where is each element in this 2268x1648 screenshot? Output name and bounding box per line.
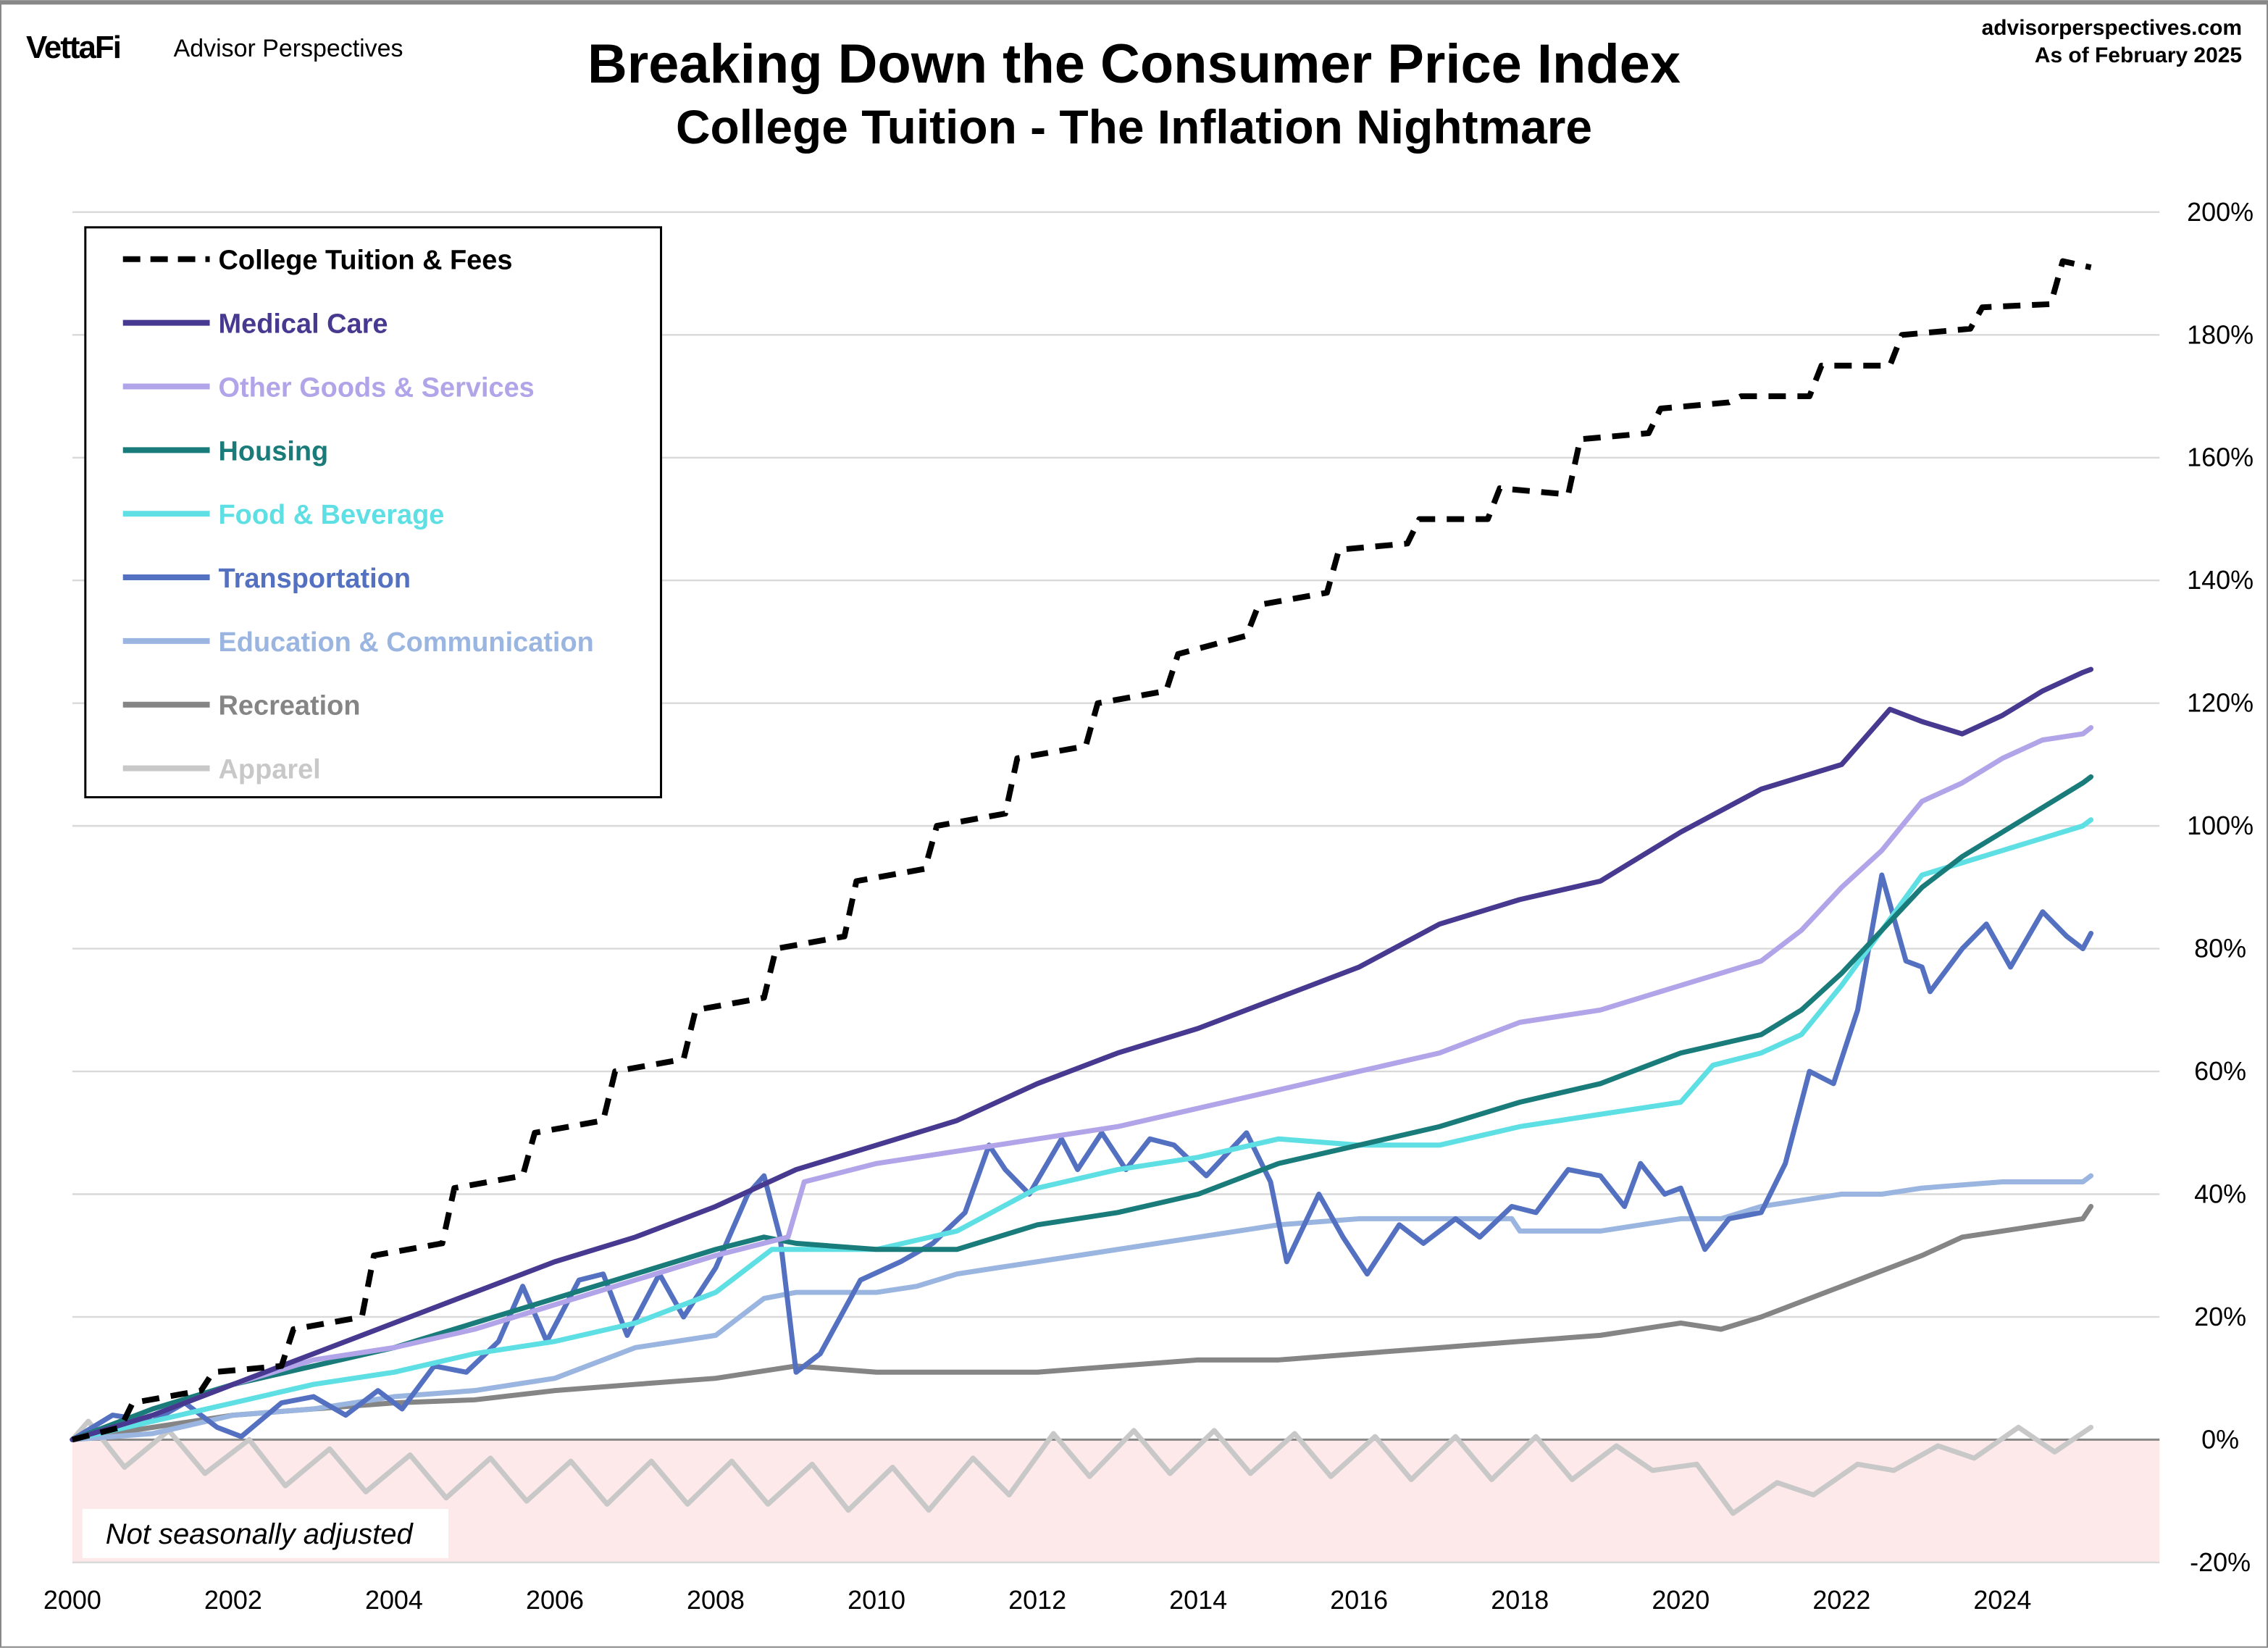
website: advisorperspectives.com xyxy=(1982,16,2242,40)
series-line-apparel xyxy=(70,1418,2094,1516)
y-tick-label: 120% xyxy=(2187,688,2254,718)
x-axis: 2000 2002 2004 2006 2008 2010 2012 2014 2016 2018… xyxy=(43,1585,2031,1615)
y-tick-label: -20% xyxy=(2190,1547,2251,1577)
legend-label: Food & Beverage xyxy=(219,500,445,530)
note-box xyxy=(82,1508,449,1558)
legend-label: Transportation xyxy=(219,564,411,594)
gridlines xyxy=(72,211,2160,1564)
y-tick-label: 40% xyxy=(2194,1179,2246,1208)
x-tick-label: 2006 xyxy=(526,1585,584,1615)
note-text: Not seasonally adjusted xyxy=(106,1518,414,1550)
frame-top-bar xyxy=(0,0,2268,5)
y-tick-label: 160% xyxy=(2187,443,2254,472)
x-tick-label: 2000 xyxy=(43,1585,101,1615)
chart-title: Breaking Down the Consumer Price Index xyxy=(587,33,1681,95)
x-tick-label: 2020 xyxy=(1652,1585,1710,1615)
y-tick-label: 0% xyxy=(2201,1424,2239,1454)
legend-label: Recreation xyxy=(219,691,361,721)
legend: College Tuition & Fees Medical Care Other … xyxy=(84,226,663,799)
series-lines xyxy=(70,258,2094,1516)
x-tick-label: 2018 xyxy=(1491,1585,1549,1615)
x-tick-label: 2022 xyxy=(1812,1585,1870,1615)
series-line-education-communication xyxy=(70,1173,2094,1442)
x-tick-label: 2002 xyxy=(204,1585,262,1615)
y-tick-label: 100% xyxy=(2187,811,2254,840)
x-tick-label: 2014 xyxy=(1169,1585,1227,1615)
series-line-other-goods-services xyxy=(70,725,2094,1442)
x-tick-label: 2012 xyxy=(1008,1585,1066,1615)
series-line-medical-care xyxy=(70,666,2094,1442)
y-tick-label: 200% xyxy=(2187,197,2254,227)
y-axis: 200% 180% 160% 140% 120% 100% 80% 60% 40% 20% 0% -2… xyxy=(2187,197,2254,1577)
series-line-housing xyxy=(70,774,2094,1442)
y-tick-label: 140% xyxy=(2187,565,2254,595)
as-of-date: As of February 2025 xyxy=(2035,43,2242,67)
x-tick-label: 2004 xyxy=(365,1585,423,1615)
series-line-college-tuition-fees xyxy=(71,258,2092,1443)
y-tick-label: 80% xyxy=(2194,934,2246,963)
y-tick-label: 20% xyxy=(2194,1302,2246,1331)
series-line-recreation xyxy=(70,1203,2094,1442)
y-tick-label: 180% xyxy=(2187,319,2254,349)
x-tick-label: 2016 xyxy=(1330,1585,1388,1615)
brand-name: Advisor Perspectives xyxy=(174,35,403,62)
x-tick-label: 2008 xyxy=(687,1585,745,1615)
x-tick-label: 2010 xyxy=(848,1585,905,1615)
legend-label: College Tuition & Fees xyxy=(219,246,513,276)
legend-label: Apparel xyxy=(219,755,321,785)
legend-label: Medical Care xyxy=(219,309,388,340)
legend-label: Housing xyxy=(219,436,329,467)
logo: VettaFi xyxy=(26,30,120,65)
chart-subtitle: College Tuition - The Inflation Nightmar… xyxy=(676,100,1592,154)
y-tick-label: 60% xyxy=(2194,1056,2246,1086)
series-line-food-beverage xyxy=(70,817,2094,1442)
legend-label: Other Goods & Services xyxy=(219,372,535,403)
x-tick-label: 2024 xyxy=(1973,1585,2031,1615)
legend-label: Education & Communication xyxy=(219,627,594,658)
